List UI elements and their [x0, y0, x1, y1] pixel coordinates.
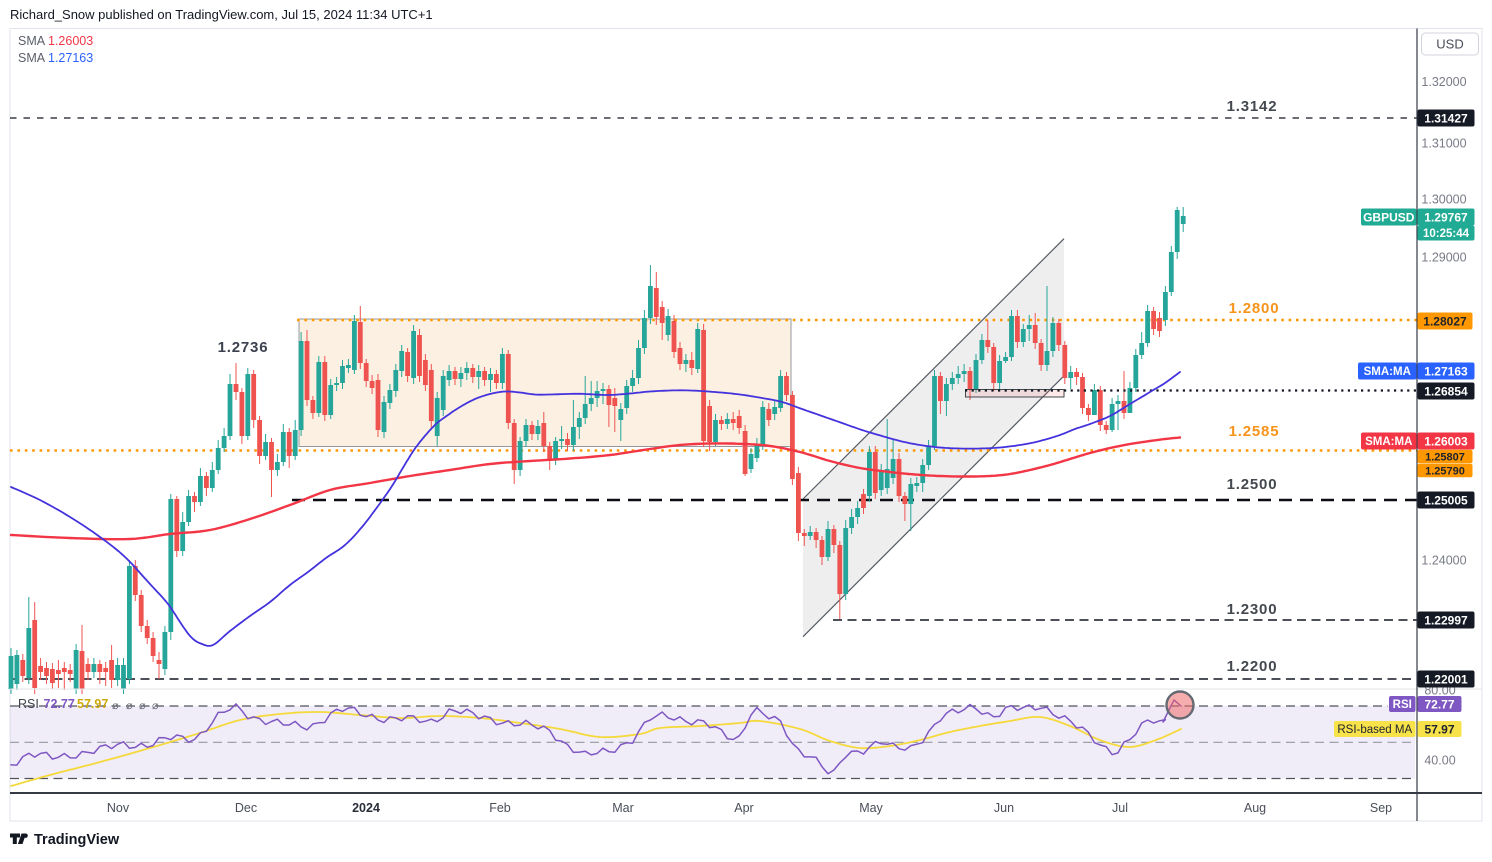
svg-text:1.2800: 1.2800 [1229, 300, 1280, 317]
svg-text:Feb: Feb [489, 801, 511, 815]
svg-text:57.97: 57.97 [77, 697, 108, 711]
svg-text:1.25807: 1.25807 [1425, 451, 1465, 463]
svg-text:RSI: RSI [1393, 699, 1412, 711]
svg-text:Jul: Jul [1112, 801, 1128, 815]
svg-text:SMA: SMA [18, 51, 46, 65]
svg-text:1.27163: 1.27163 [1424, 364, 1468, 378]
svg-text:1.2500: 1.2500 [1227, 476, 1278, 493]
svg-text:Sep: Sep [1370, 801, 1392, 815]
svg-text:Jun: Jun [994, 801, 1014, 815]
svg-text:May: May [859, 801, 883, 815]
svg-text:1.25790: 1.25790 [1425, 465, 1465, 477]
svg-text:1.31427: 1.31427 [1424, 111, 1468, 125]
svg-text:1.32000: 1.32000 [1421, 75, 1466, 89]
svg-text:RSI-based MA: RSI-based MA [1337, 724, 1412, 736]
svg-text:1.29767: 1.29767 [1424, 210, 1468, 224]
svg-text:SMA:MA: SMA:MA [1365, 436, 1412, 448]
svg-text:10:25:44: 10:25:44 [1423, 228, 1470, 240]
svg-text:Aug: Aug [1244, 801, 1266, 815]
svg-text:⌀: ⌀ [112, 700, 119, 712]
svg-text:SMA:MA: SMA:MA [1364, 366, 1411, 378]
svg-text:1.26854: 1.26854 [1424, 384, 1468, 398]
svg-text:2024: 2024 [352, 801, 380, 815]
svg-text:1.30000: 1.30000 [1421, 193, 1466, 207]
svg-text:1.2300: 1.2300 [1227, 601, 1278, 618]
svg-text:1.31000: 1.31000 [1421, 137, 1466, 151]
svg-text:1.28027: 1.28027 [1423, 314, 1467, 328]
svg-text:1.26003: 1.26003 [48, 34, 93, 48]
svg-text:SMA: SMA [18, 34, 46, 48]
svg-text:⌀: ⌀ [126, 700, 133, 712]
svg-text:Apr: Apr [734, 801, 753, 815]
svg-text:GBPUSD: GBPUSD [1363, 210, 1415, 224]
svg-text:Mar: Mar [612, 801, 634, 815]
svg-text:72.77: 72.77 [44, 697, 75, 711]
svg-text:1.3142: 1.3142 [1227, 98, 1278, 115]
svg-text:⌀: ⌀ [152, 700, 159, 712]
svg-text:1.2200: 1.2200 [1227, 658, 1278, 675]
svg-text:⌀: ⌀ [139, 700, 146, 712]
svg-text:TradingView: TradingView [34, 832, 120, 848]
svg-text:1.22001: 1.22001 [1424, 672, 1468, 686]
svg-text:1.24000: 1.24000 [1421, 554, 1466, 568]
svg-text:1.26003: 1.26003 [1424, 434, 1468, 448]
svg-text:1.27163: 1.27163 [48, 51, 93, 65]
svg-text:1.25005: 1.25005 [1424, 493, 1468, 507]
svg-text:RSI: RSI [18, 697, 39, 711]
svg-text:40.00: 40.00 [1424, 754, 1455, 768]
svg-text:1.2585: 1.2585 [1229, 423, 1280, 440]
svg-text:57.97: 57.97 [1424, 722, 1454, 736]
svg-text:1.2736: 1.2736 [218, 339, 269, 356]
svg-text:1.22997: 1.22997 [1424, 613, 1468, 627]
svg-text:Richard_Snow published on Trad: Richard_Snow published on TradingView.co… [10, 7, 433, 22]
svg-text:Nov: Nov [107, 801, 130, 815]
svg-text:1.29000: 1.29000 [1421, 251, 1466, 265]
svg-text:Dec: Dec [235, 801, 257, 815]
svg-text:USD: USD [1436, 37, 1463, 52]
svg-text:72.77: 72.77 [1424, 697, 1454, 711]
